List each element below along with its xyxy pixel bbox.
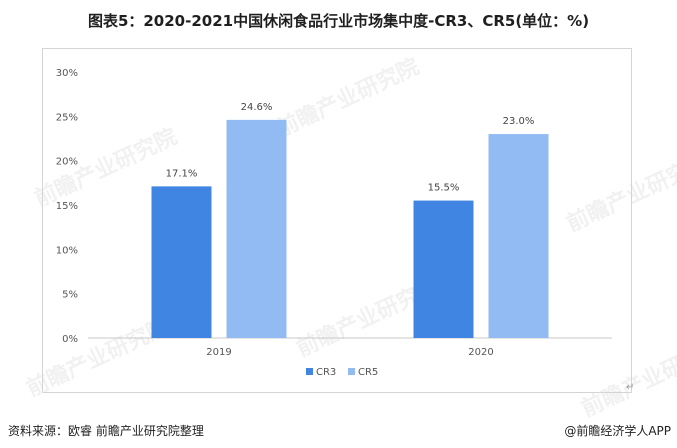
y-tick-label: 25% (56, 112, 78, 123)
brand-credit: @前瞻经济学人APP (564, 424, 671, 438)
bar-cr3 (151, 186, 212, 338)
y-tick-label: 10% (56, 245, 78, 256)
y-tick-label: 0% (62, 334, 78, 345)
legend-label: CR5 (358, 367, 378, 378)
chart-area (42, 48, 632, 393)
x-tick-label: 2019 (206, 347, 231, 358)
bar-cr5 (488, 134, 549, 338)
legend-swatch-cr5 (348, 368, 355, 375)
legend-swatch-cr3 (306, 368, 313, 375)
legend-label: CR3 (316, 367, 336, 378)
y-tick-label: 20% (56, 157, 78, 168)
chart-title: 图表5：2020-2021中国休闲食品行业市场集中度-CR3、CR5(单位：%) (87, 12, 590, 30)
data-label: 15.5% (428, 183, 460, 194)
data-label: 17.1% (166, 168, 198, 179)
data-label: 23.0% (503, 116, 535, 127)
data-label: 24.6% (241, 102, 273, 113)
y-tick-label: 5% (62, 290, 78, 301)
paragraph-mark: ↵ (626, 382, 635, 393)
source-note: 资料来源：欧睿 前瞻产业研究院整理 (8, 424, 204, 438)
bar-cr5 (226, 119, 287, 338)
bar-cr3 (413, 200, 474, 338)
y-tick-label: 15% (56, 201, 78, 212)
x-tick-label: 2020 (468, 347, 493, 358)
y-tick-label: 30% (56, 68, 78, 79)
